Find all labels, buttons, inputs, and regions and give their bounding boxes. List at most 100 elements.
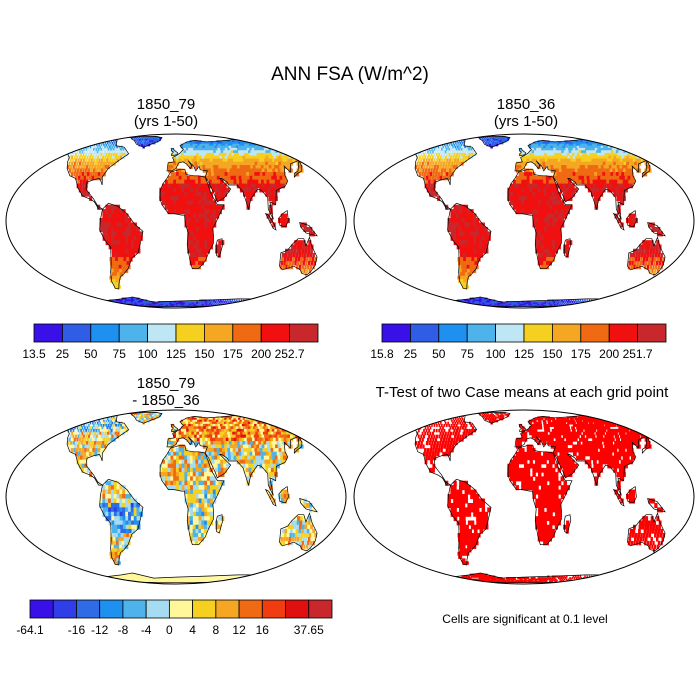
grid-cell (515, 304, 519, 307)
grid-cell (107, 302, 113, 305)
grid-cell (607, 172, 612, 177)
grid-cell (76, 304, 83, 307)
grid-cell (237, 305, 239, 307)
grid-cell (515, 302, 519, 305)
grid-cell (510, 183, 514, 189)
grid-cell (540, 231, 545, 237)
grid-cell (235, 306, 238, 307)
grid-cell (554, 187, 559, 193)
grid-cell (511, 303, 515, 306)
grid-cell (596, 143, 602, 147)
grid-cell (580, 168, 585, 173)
grid-cell (99, 161, 103, 166)
grid-cell (119, 226, 123, 232)
grid-cell (642, 303, 645, 306)
grid-cell (495, 137, 498, 139)
grid-cell (657, 143, 664, 147)
grid-cell (461, 158, 465, 163)
grid-cell (252, 165, 257, 170)
grid-cell (429, 141, 431, 145)
grid-cell (193, 147, 197, 151)
grid-cell (461, 305, 467, 307)
grid-cell (210, 161, 214, 166)
grid-cell (250, 137, 256, 140)
grid-cell (414, 303, 421, 306)
grid-cell (529, 172, 533, 177)
grid-cell (248, 306, 251, 307)
grid-cell (462, 272, 467, 277)
grid-cell (56, 143, 57, 147)
grid-cell (464, 209, 468, 215)
grid-cell (89, 305, 96, 307)
grid-cell (278, 155, 283, 160)
grid-cell (187, 145, 192, 149)
grid-cell (629, 145, 635, 149)
grid-cell (459, 272, 464, 277)
grid-cell (656, 301, 659, 304)
grid-cell (469, 150, 472, 154)
grid-cell (548, 187, 553, 193)
grid-cell (118, 299, 123, 302)
grid-cell (255, 301, 256, 304)
grid-cell (262, 150, 268, 154)
grid-cell (586, 145, 591, 149)
grid-cell (116, 158, 119, 163)
grid-cell (581, 161, 586, 166)
grid-cell (459, 305, 465, 307)
grid-cell (635, 264, 639, 270)
grid-cell (84, 141, 86, 145)
grid-cell (499, 137, 502, 139)
grid-cell (429, 161, 432, 166)
grid-cell (176, 175, 180, 181)
grid-cell (624, 165, 630, 170)
grid-cell (578, 143, 583, 147)
grid-cell (507, 137, 510, 140)
grid-cell (534, 175, 539, 181)
grid-cell (542, 165, 547, 170)
grid-cell (267, 140, 274, 143)
grid-cell (170, 200, 174, 206)
grid-cell (557, 213, 562, 219)
grid-cell (49, 301, 56, 304)
grid-cell (453, 226, 457, 232)
grid-cell (515, 196, 519, 201)
grid-cell (560, 303, 562, 306)
grid-cell (75, 145, 77, 149)
grid-cell (543, 257, 547, 262)
grid-cell (424, 150, 427, 154)
grid-cell (238, 150, 243, 154)
grid-cell (86, 172, 90, 177)
grid-cell (466, 145, 469, 149)
grid-cell (250, 183, 255, 189)
grid-cell (246, 305, 249, 307)
grid-cell (266, 147, 271, 151)
grid-cell (592, 152, 597, 157)
grid-cell (72, 158, 75, 163)
grid-cell (88, 175, 92, 181)
grid-cell (409, 302, 416, 305)
grid-cell (534, 303, 538, 306)
grid-cell (550, 161, 554, 166)
grid-cell (305, 145, 311, 149)
grid-cell (542, 304, 545, 307)
grid-cell (195, 187, 199, 193)
grid-cell (440, 168, 444, 173)
grid-cell (417, 165, 421, 170)
grid-cell (240, 299, 243, 302)
grid-cell (544, 304, 547, 307)
grid-cell (492, 137, 495, 140)
grid-cell (90, 147, 93, 151)
grid-cell (141, 299, 145, 302)
grid-cell (195, 179, 199, 185)
grid-cell (57, 304, 65, 307)
grid-cell (463, 257, 467, 262)
grid-cell (63, 143, 64, 147)
grid-cell (136, 139, 139, 141)
grid-cell (110, 264, 115, 270)
grid-cell (538, 204, 542, 210)
grid-cell (190, 240, 194, 246)
grid-cell (512, 200, 517, 206)
grid-cell (596, 168, 601, 173)
grid-cell (121, 150, 124, 154)
grid-cell (222, 158, 227, 163)
